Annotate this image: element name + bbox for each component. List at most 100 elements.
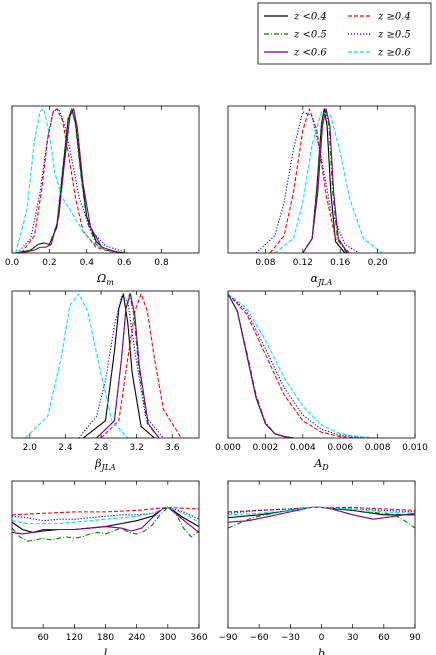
x-tick-label: 240 xyxy=(128,633,145,643)
x-tick-label: 0.12 xyxy=(293,258,313,268)
series-line-z-lt0-4 xyxy=(82,293,155,438)
series-line-z-lt0-6 xyxy=(96,293,160,438)
series-line-z-lt0-5 xyxy=(15,108,125,253)
x-tick-label: 0.000 xyxy=(215,443,241,453)
x-tick-label: 60 xyxy=(378,633,390,643)
legend-label: z ≥0.4 xyxy=(377,12,411,23)
series-line-z-ge0-6 xyxy=(274,111,383,253)
axes-frame xyxy=(11,105,200,254)
series-line-z-lt0-6 xyxy=(12,506,199,535)
panel-l: 60 120 180 240 300 360 l xyxy=(11,480,208,655)
series-line-z-ge0-4 xyxy=(100,293,182,438)
series-group xyxy=(15,108,129,253)
legend-entry-z-ge0-4: z ≥0.4 xyxy=(348,12,411,23)
x-axis-label: AD xyxy=(313,457,329,472)
x-tick-label: −90 xyxy=(219,633,238,643)
series-line-z-lt0-6 xyxy=(228,293,294,438)
x-tick-label: 2.0 xyxy=(23,443,38,453)
x-tick-label: 0.008 xyxy=(365,443,391,453)
legend-entry-z-lt0-4: z <0.4 xyxy=(264,12,327,23)
series-line-z-lt0-5 xyxy=(96,293,160,438)
axes-frame xyxy=(227,290,416,439)
panel-beta-jla: 2.0 2.4 2.8 3.2 3.6 βJLA xyxy=(11,290,200,472)
legend-entries: z <0.4 z ≥0.4 z <0.5 z ≥0.5 z <0.6 z ≥0.6 xyxy=(264,12,411,59)
series-line-z-ge0-6 xyxy=(15,108,116,253)
series-line-z-lt0-6 xyxy=(21,108,121,253)
x-tick-label: 0.004 xyxy=(290,443,316,453)
x-axis-label: αJLA xyxy=(311,272,333,287)
legend-entry-z-ge0-6: z ≥0.6 xyxy=(348,48,411,59)
x-axis-label: b xyxy=(318,647,325,655)
legend-entry-z-ge0-5: z ≥0.5 xyxy=(348,30,411,41)
x-tick-label: 0.20 xyxy=(368,258,388,268)
axes-frame xyxy=(11,290,200,439)
series-group xyxy=(228,506,415,529)
x-tick-label: −30 xyxy=(281,633,300,643)
x-tick-label: 0.2 xyxy=(42,258,56,268)
series-line-z-ge0-5 xyxy=(228,293,369,438)
x-tick-label: 30 xyxy=(347,633,359,643)
legend: z <0.4 z ≥0.4 z <0.5 z ≥0.5 z <0.6 z ≥0.6 xyxy=(257,2,432,65)
x-tick-label: 0.08 xyxy=(255,258,275,268)
x-tick-label: 360 xyxy=(190,633,207,643)
series-line-z-ge0-4 xyxy=(12,506,199,516)
series-line-z-ge0-6 xyxy=(12,506,199,525)
x-tick-label: 0.8 xyxy=(154,258,169,268)
axes-frame xyxy=(227,105,416,254)
series-line-z-ge0-5 xyxy=(228,506,415,514)
x-tick-label: −60 xyxy=(250,633,269,643)
series-line-z-lt0-4 xyxy=(15,108,125,253)
x-tick-label: 60 xyxy=(37,633,49,643)
x-tick-label: 2.4 xyxy=(58,443,73,453)
series-line-z-ge0-5 xyxy=(255,111,360,253)
axes-frame xyxy=(227,480,416,629)
panel-b: −90 −60 −30 0 30 60 90 b xyxy=(219,480,421,655)
legend-label: z <0.6 xyxy=(293,48,327,59)
legend-entry-z-lt0-5: z <0.5 xyxy=(264,30,327,41)
series-line-z-lt0-6 xyxy=(302,108,349,253)
series-line-z-ge0-4 xyxy=(20,108,116,253)
series-line-z-ge0-5 xyxy=(17,108,129,253)
x-tick-label: 0.010 xyxy=(402,443,428,453)
x-tick-label: 3.6 xyxy=(165,443,180,453)
legend-label: z ≥0.6 xyxy=(377,48,411,59)
panel-alpha-jla: 0.08 0.12 0.16 0.20 αJLA xyxy=(227,105,416,287)
x-axis-label: βJLA xyxy=(94,457,116,472)
x-tick-label: 0.4 xyxy=(80,258,95,268)
x-tick-label: 300 xyxy=(159,633,176,643)
series-group xyxy=(255,108,383,253)
series-line-z-ge0-5 xyxy=(12,506,199,522)
series-line-z-lt0-5 xyxy=(12,506,199,542)
axes-frame xyxy=(11,480,200,629)
legend-label: z ≥0.5 xyxy=(377,30,411,41)
series-group xyxy=(12,506,199,542)
series-line-z-ge0-6 xyxy=(228,293,378,438)
x-axis-label: l xyxy=(104,647,108,655)
x-tick-label: 0.006 xyxy=(327,443,353,453)
x-tick-label: 120 xyxy=(66,633,83,643)
x-tick-label: 0 xyxy=(319,633,325,643)
panel-omega-m: 0.0 0.2 0.4 0.6 0.8 Ωm xyxy=(5,105,200,287)
x-tick-label: 0.002 xyxy=(253,443,279,453)
legend-entry-z-lt0-6: z <0.6 xyxy=(264,48,327,59)
x-tick-label: 180 xyxy=(97,633,114,643)
x-tick-label: 90 xyxy=(409,633,421,643)
x-tick-label: 2.8 xyxy=(94,443,109,453)
panel-a-d: 0.000 0.002 0.004 0.006 0.008 0.010 AD xyxy=(215,290,428,472)
x-tick-label: 0.0 xyxy=(5,258,20,268)
series-line-z-ge0-6 xyxy=(24,293,129,438)
series-group xyxy=(24,293,182,438)
series-group xyxy=(228,293,378,438)
series-line-z-ge0-5 xyxy=(78,296,164,438)
series-line-z-lt0-4 xyxy=(12,506,199,533)
legend-label: z <0.4 xyxy=(293,12,327,23)
series-line-z-ge0-4 xyxy=(228,293,359,438)
x-tick-label: 0.16 xyxy=(330,258,350,268)
series-line-z-ge0-4 xyxy=(269,108,350,253)
legend-label: z <0.5 xyxy=(293,30,327,41)
series-line-z-ge0-6 xyxy=(228,506,415,516)
x-tick-label: 0.6 xyxy=(117,258,132,268)
x-tick-label: 3.2 xyxy=(130,443,144,453)
panels: 0.0 0.2 0.4 0.6 0.8 Ωm 0.08 0.12 0.16 0.20 αJLA 2.0… xyxy=(5,105,428,655)
